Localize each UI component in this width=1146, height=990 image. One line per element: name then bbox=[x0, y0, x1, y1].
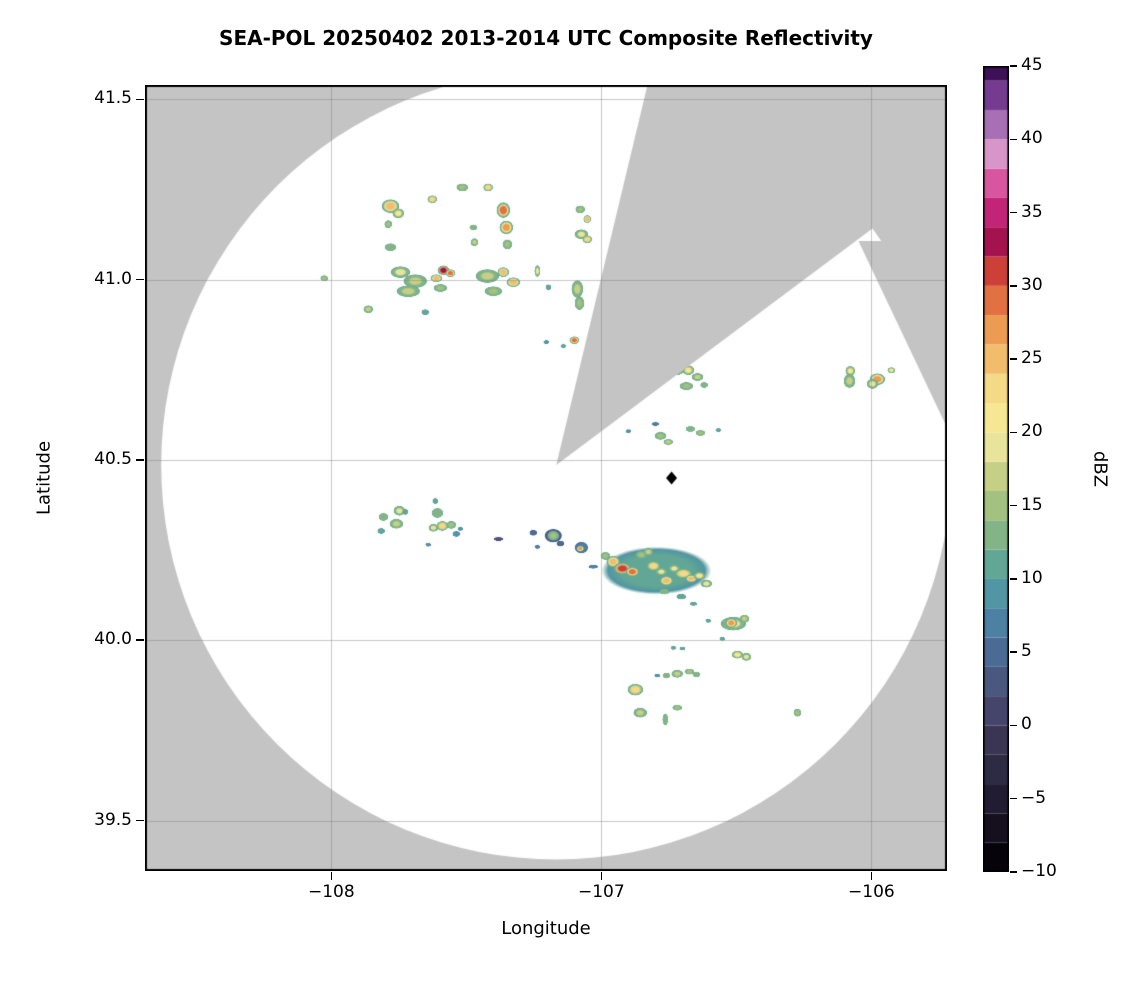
y-tick-mark bbox=[136, 278, 144, 281]
x-tick-mark bbox=[600, 872, 603, 880]
colorbar-tick-mark bbox=[1010, 211, 1017, 214]
colorbar-tick-mark bbox=[1010, 797, 1017, 800]
y-tick-mark bbox=[136, 98, 144, 101]
colorbar-tick-label: 10 bbox=[1021, 567, 1043, 588]
colorbar-tick-label: 35 bbox=[1021, 201, 1043, 222]
y-tick-mark bbox=[136, 639, 144, 641]
y-tick-mark bbox=[136, 819, 144, 822]
colorbar-label: dBZ bbox=[1089, 450, 1111, 488]
colorbar-tick-mark bbox=[1010, 65, 1017, 67]
colorbar-tick-mark bbox=[1010, 651, 1017, 653]
colorbar-tick-mark bbox=[1010, 285, 1017, 287]
x-tick-mark bbox=[330, 872, 333, 880]
y-tick-mark bbox=[136, 459, 144, 461]
x-tick-label: −106 bbox=[848, 882, 895, 902]
colorbar-tick-mark bbox=[1010, 431, 1017, 434]
colorbar-tick-label: 5 bbox=[1021, 641, 1032, 662]
colorbar-tick-mark bbox=[1010, 871, 1017, 873]
colorbar-tick-mark bbox=[1010, 358, 1017, 360]
colorbar-tick-label: 20 bbox=[1021, 421, 1043, 442]
x-axis-label: Longitude bbox=[501, 918, 591, 939]
y-tick-label: 40.5 bbox=[94, 448, 132, 469]
y-tick-label: 41.5 bbox=[94, 88, 132, 109]
colorbar bbox=[983, 66, 1009, 872]
x-tick-label: −107 bbox=[577, 882, 625, 902]
x-tick-mark bbox=[870, 872, 873, 880]
colorbar-tick-label: 30 bbox=[1021, 274, 1043, 295]
colorbar-tick-label: 45 bbox=[1021, 55, 1043, 75]
colorbar-tick-label: 0 bbox=[1021, 714, 1032, 735]
y-tick-label: 39.5 bbox=[94, 809, 132, 830]
y-tick-label: 40.0 bbox=[94, 629, 132, 650]
colorbar-tick-mark bbox=[1010, 138, 1017, 141]
colorbar-tick-mark bbox=[1010, 504, 1017, 507]
radar-plot-area bbox=[145, 85, 947, 871]
colorbar-tick-label: −10 bbox=[1021, 861, 1057, 881]
colorbar-tick-mark bbox=[1010, 724, 1017, 727]
colorbar-tick-label: 15 bbox=[1021, 494, 1043, 515]
x-tick-label: −108 bbox=[307, 882, 355, 902]
colorbar-tick-label: −5 bbox=[1021, 787, 1047, 808]
y-tick-label: 41.0 bbox=[94, 268, 132, 289]
y-axis-label: Latitude bbox=[33, 440, 55, 516]
colorbar-tick-mark bbox=[1010, 578, 1017, 580]
colorbar-tick-label: 40 bbox=[1021, 128, 1043, 149]
colorbar-tick-label: 25 bbox=[1021, 348, 1043, 369]
chart-title: SEA-POL 20250402 2013-2014 UTC Composite… bbox=[219, 26, 873, 50]
